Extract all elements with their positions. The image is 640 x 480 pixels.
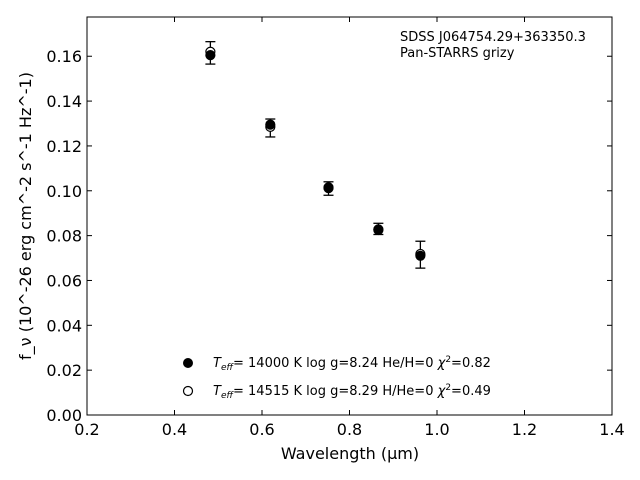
y-tick-label: 0.10 <box>46 182 82 201</box>
legend-marker-filled <box>183 358 193 368</box>
legend-2-logg: 8.29 <box>349 384 378 399</box>
y-tick-label: 0.12 <box>46 137 82 156</box>
legend-1-comp: He/H=0 <box>382 356 433 371</box>
legend-entry-2: Teff= 14515 K log g=8.29 H/He=0 χ2=0.49 <box>213 383 491 401</box>
data-points <box>205 46 426 261</box>
legend-entry-1: Teff= 14000 K log g=8.24 He/H=0 χ2=0.82 <box>213 355 491 373</box>
x-tick-label: 0.8 <box>337 420 362 439</box>
legend-2-comp: H/He=0 <box>382 384 433 399</box>
legend-marker-open <box>182 385 194 397</box>
model-point-filled <box>205 50 216 61</box>
x-tick-label: 1.2 <box>512 420 537 439</box>
y-tick-label: 0.04 <box>46 316 82 335</box>
x-tick-label: 1.4 <box>599 420 624 439</box>
axis-ticks: 0.2 0.4 0.6 0.8 1.0 1.2 1.4 0.00 0.02 0.04 0.06 0.0… <box>46 17 625 439</box>
y-tick-label: 0.16 <box>46 47 82 66</box>
y-tick-label: 0.08 <box>46 227 82 246</box>
x-tick-label: 1.0 <box>424 420 449 439</box>
model-point-filled <box>373 224 384 236</box>
y-axis-title: f_ν (10^-26 erg cm^-2 s^-1 Hz^-1) <box>16 72 36 360</box>
annotation-object-name: SDSS J064754.29+363350.3 <box>400 30 586 45</box>
error-bars <box>205 41 426 269</box>
legend-1-logg: 8.24 <box>349 356 378 371</box>
x-tick-label: 0.6 <box>249 420 274 439</box>
x-tick-label: 0.4 <box>162 420 187 439</box>
model-point-filled <box>415 250 426 261</box>
model-point-filled <box>323 182 334 193</box>
model-point-filled <box>265 119 276 130</box>
x-axis-title: Wavelength (μm) <box>281 444 419 463</box>
legend-1-teff: 14000 <box>248 356 289 371</box>
y-tick-label: 0.14 <box>46 92 82 111</box>
y-tick-label: 0.02 <box>46 361 82 380</box>
legend: Teff= 14000 K log g=8.24 He/H=0 χ2=0.82 … <box>182 355 491 401</box>
legend-2-teff: 14515 <box>248 384 289 399</box>
legend-2-chi2: 0.49 <box>462 384 491 399</box>
annotation-survey: Pan-STARRS grizy <box>400 46 515 61</box>
y-tick-label: 0.06 <box>46 271 82 290</box>
x-tick-label: 0.2 <box>74 420 99 439</box>
y-tick-label: 0.00 <box>46 406 82 425</box>
legend-1-chi2: 0.82 <box>462 356 491 371</box>
